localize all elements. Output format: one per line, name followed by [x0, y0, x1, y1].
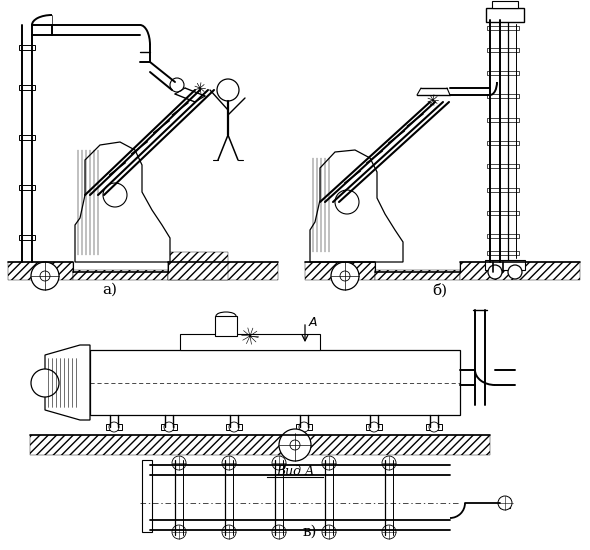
Circle shape: [290, 440, 300, 450]
Bar: [487, 141, 519, 145]
Circle shape: [429, 422, 439, 432]
Bar: [19, 45, 35, 50]
Bar: [487, 118, 519, 122]
Circle shape: [322, 525, 336, 539]
Bar: [487, 251, 519, 255]
Text: в): в): [303, 525, 317, 539]
Bar: [73, 270, 168, 280]
Bar: [8, 262, 73, 280]
Circle shape: [322, 456, 336, 470]
Bar: [19, 135, 35, 140]
Bar: [19, 185, 35, 190]
Bar: [30, 435, 490, 455]
Circle shape: [229, 422, 239, 432]
Bar: [486, 8, 524, 22]
Circle shape: [222, 456, 236, 470]
Bar: [296, 424, 312, 430]
Bar: [487, 26, 519, 30]
Bar: [215, 316, 237, 336]
Text: A: A: [309, 316, 317, 328]
Circle shape: [172, 525, 186, 539]
Circle shape: [170, 78, 184, 92]
Circle shape: [222, 525, 236, 539]
Bar: [305, 262, 375, 280]
Bar: [19, 235, 35, 240]
Circle shape: [488, 265, 502, 279]
Circle shape: [109, 422, 119, 432]
Bar: [161, 424, 177, 430]
Circle shape: [272, 525, 286, 539]
Circle shape: [382, 456, 396, 470]
Bar: [375, 270, 460, 280]
Bar: [142, 460, 152, 532]
Bar: [487, 234, 519, 238]
Circle shape: [369, 422, 379, 432]
Bar: [487, 71, 519, 75]
Bar: [485, 260, 525, 270]
Bar: [492, 1, 518, 8]
Circle shape: [279, 429, 311, 461]
Polygon shape: [75, 142, 170, 262]
Bar: [426, 424, 442, 430]
Circle shape: [299, 422, 309, 432]
Bar: [168, 262, 278, 280]
Circle shape: [272, 456, 286, 470]
Bar: [500, 498, 510, 508]
Bar: [226, 424, 242, 430]
Circle shape: [217, 79, 239, 101]
Circle shape: [172, 456, 186, 470]
Text: Вид А: Вид А: [276, 465, 314, 478]
Bar: [180, 334, 320, 350]
Circle shape: [164, 422, 174, 432]
Bar: [460, 262, 580, 280]
Text: б): б): [432, 283, 448, 298]
Circle shape: [31, 369, 59, 397]
Bar: [168, 252, 228, 280]
Bar: [366, 424, 382, 430]
Bar: [487, 188, 519, 192]
Polygon shape: [45, 345, 90, 420]
Circle shape: [331, 262, 359, 290]
Circle shape: [31, 262, 59, 290]
Polygon shape: [310, 150, 403, 262]
Circle shape: [340, 271, 350, 281]
Bar: [19, 85, 35, 90]
Circle shape: [103, 183, 127, 207]
Bar: [487, 211, 519, 215]
Text: а): а): [103, 283, 117, 297]
Bar: [487, 48, 519, 52]
Circle shape: [508, 265, 522, 279]
Circle shape: [40, 271, 50, 281]
Circle shape: [498, 496, 512, 510]
Bar: [487, 164, 519, 168]
Circle shape: [382, 525, 396, 539]
Bar: [106, 424, 122, 430]
Bar: [90, 350, 460, 415]
Bar: [487, 94, 519, 98]
Circle shape: [335, 190, 359, 214]
